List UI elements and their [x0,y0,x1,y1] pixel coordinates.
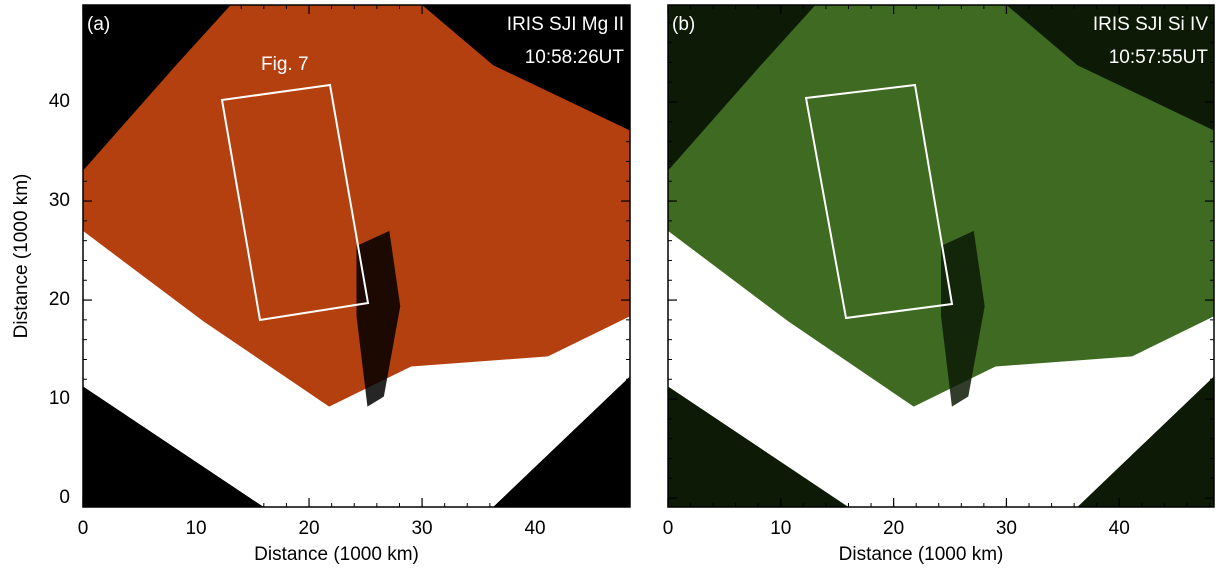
image-dark-lane [941,230,985,407]
image-bright-region [83,230,630,507]
x-tick-label: 10 [185,518,206,539]
y-tick-label: 20 [49,289,70,310]
panel-title: IRIS SJI Si IV [1093,14,1208,35]
image-bright-region [668,230,1214,507]
x-axis-label: Distance (1000 km) [839,544,1004,565]
y-tick-label: 40 [49,91,70,112]
x-tick-label: 20 [298,518,319,539]
image-dark-corner [668,386,849,507]
panel-title: 10:57:55UT [1109,47,1209,68]
x-tick-label: 40 [524,518,545,539]
y-tick-label: 10 [49,388,70,409]
x-tick-label: 0 [663,518,674,539]
x-tick-label: 10 [770,518,791,539]
image-dark-corner [83,386,264,507]
box-annotation: Fig. 7 [261,54,309,75]
plot-frame [82,4,631,508]
panel-title: 10:58:26UT [525,47,625,68]
x-tick-label: 30 [996,518,1017,539]
x-tick-label: 30 [411,518,432,539]
image-dark-corner [493,376,630,507]
image-dark-corner [1077,376,1214,507]
x-tick-label: 20 [883,518,904,539]
image-dark-lane [356,230,401,407]
panel-label: (b) [672,14,695,35]
y-axis-label: Distance (1000 km) [11,174,32,339]
y-tick-label: 0 [59,487,70,508]
panel-title: IRIS SJI Mg II [507,14,624,35]
region-box [804,83,954,320]
plot-frame [667,4,1215,508]
x-axis-label: Distance (1000 km) [254,544,419,565]
y-tick-label: 30 [49,190,70,211]
x-tick-label: 40 [1109,518,1130,539]
panel-label: (a) [87,14,110,35]
region-box [220,83,370,322]
x-tick-label: 0 [78,518,89,539]
